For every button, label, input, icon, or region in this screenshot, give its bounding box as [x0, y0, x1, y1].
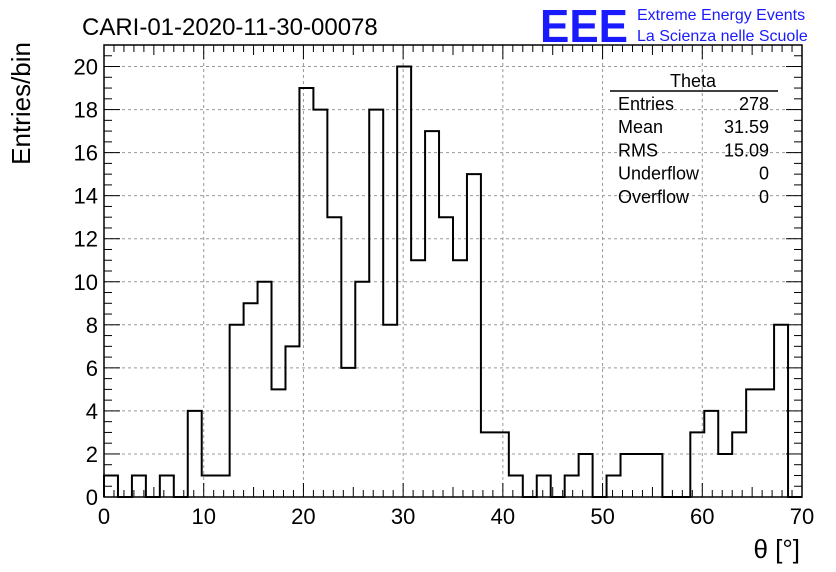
y-axis-label: Entries/bin: [6, 42, 36, 165]
y-tick-label: 16: [74, 141, 98, 166]
stats-row-label: Entries: [618, 94, 674, 114]
y-tick-label: 4: [86, 399, 98, 424]
y-tick-label: 8: [86, 313, 98, 338]
y-tick-label: 10: [74, 270, 98, 295]
minor-ticks: [103, 44, 803, 498]
y-tick-label: 14: [74, 184, 98, 209]
stats-row-value: 31.59: [724, 117, 769, 137]
x-tick-label: 20: [291, 504, 315, 529]
stats-row-value: 0: [759, 187, 769, 207]
x-tick-label: 30: [391, 504, 415, 529]
x-tick-labels: 0 10 20 30 40 50 60 70: [98, 504, 814, 529]
eee-logo-line2: La Scienza nelle Scuole: [637, 28, 808, 45]
stats-box-title: Theta: [670, 71, 717, 91]
grid-lines: [104, 45, 802, 497]
plot-frame: [103, 44, 803, 498]
stats-row-label: Underflow: [618, 164, 700, 184]
x-tick-label: 50: [590, 504, 614, 529]
stats-box: Theta Entries 278 Mean 31.59 RMS 15.09 Underfl…: [610, 71, 778, 207]
eee-logo: EEE Extreme Energy Events La Scienza nel…: [540, 0, 808, 52]
eee-logo-line1: Extreme Energy Events: [637, 7, 805, 24]
stats-row-value: 0: [759, 164, 769, 184]
stats-row-value: 15.09: [724, 140, 769, 160]
y-tick-label: 12: [74, 227, 98, 252]
y-tick-label: 18: [74, 98, 98, 123]
eee-logo-mark: EEE: [540, 0, 628, 52]
x-axis-label: θ [°]: [753, 534, 800, 564]
stats-row-label: Overflow: [618, 187, 690, 207]
x-tick-label: 60: [690, 504, 714, 529]
x-tick-label: 10: [191, 504, 215, 529]
stats-row-value: 278: [739, 94, 769, 114]
y-tick-label: 6: [86, 356, 98, 381]
chart-title: CARI-01-2020-11-30-00078: [82, 14, 378, 41]
y-tick-label: 20: [74, 55, 98, 80]
stats-row-label: RMS: [618, 140, 658, 160]
y-tick-labels: 0 2 4 6 8 10 12 14 16 18 20: [74, 55, 98, 510]
y-tick-label: 2: [86, 442, 98, 467]
x-tick-label: 0: [98, 504, 110, 529]
y-tick-label: 0: [86, 485, 98, 510]
x-tick-label: 40: [491, 504, 515, 529]
stats-row-label: Mean: [618, 117, 663, 137]
x-tick-label: 70: [790, 504, 814, 529]
